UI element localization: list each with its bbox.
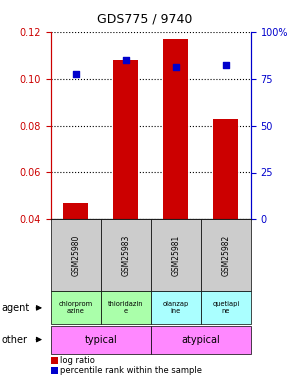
- Bar: [213, 118, 238, 219]
- Text: thioridazin
e: thioridazin e: [108, 302, 144, 314]
- Text: GSM25983: GSM25983: [121, 234, 130, 276]
- Point: [73, 71, 78, 77]
- Bar: [163, 39, 188, 219]
- Text: GSM25982: GSM25982: [221, 234, 230, 276]
- Text: other: other: [1, 334, 28, 345]
- Text: typical: typical: [84, 334, 117, 345]
- Text: atypical: atypical: [182, 334, 220, 345]
- Text: percentile rank within the sample: percentile rank within the sample: [60, 366, 202, 375]
- Text: GDS775 / 9740: GDS775 / 9740: [97, 12, 193, 25]
- Text: chlorprom
azine: chlorprom azine: [59, 302, 93, 314]
- Point: [173, 64, 178, 70]
- Text: GSM25981: GSM25981: [171, 234, 180, 276]
- Bar: [51, 357, 58, 364]
- Point: [124, 57, 128, 63]
- Text: log ratio: log ratio: [60, 356, 95, 365]
- Point: [224, 62, 228, 68]
- Text: quetiapi
ne: quetiapi ne: [212, 302, 240, 314]
- Bar: [113, 60, 138, 219]
- Bar: [51, 367, 58, 374]
- Text: GSM25980: GSM25980: [71, 234, 80, 276]
- Text: olanzap
ine: olanzap ine: [163, 302, 189, 314]
- Text: agent: agent: [1, 303, 30, 313]
- Bar: [63, 203, 88, 219]
